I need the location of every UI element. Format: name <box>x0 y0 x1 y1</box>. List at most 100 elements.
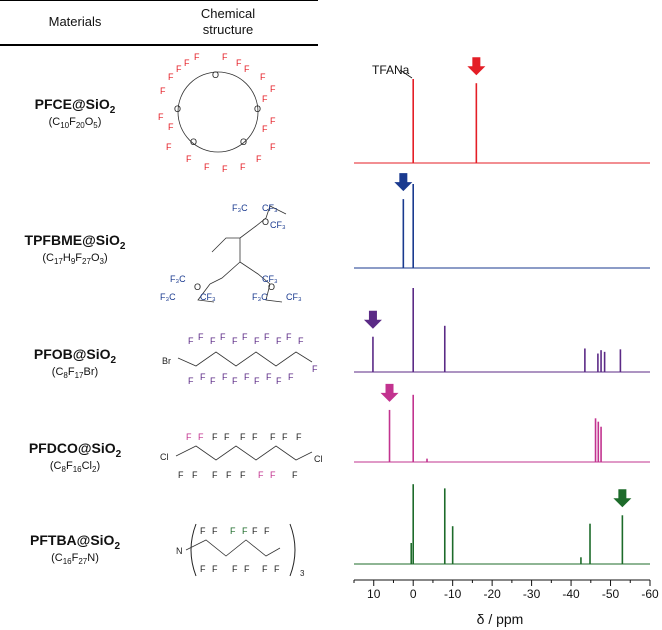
material-formula: (C17H9F27O3) <box>42 252 108 267</box>
svg-text:F: F <box>258 470 264 480</box>
svg-text:F₃C: F₃C <box>170 274 186 284</box>
svg-text:CF₃: CF₃ <box>200 292 216 302</box>
x-tick-label: -60 <box>641 587 659 601</box>
svg-text:F: F <box>296 432 302 442</box>
peak-arrow-icon <box>380 383 399 402</box>
svg-text:F: F <box>178 470 184 480</box>
svg-text:F: F <box>276 336 282 346</box>
pfce-ring <box>177 71 259 153</box>
svg-text:F: F <box>160 86 166 96</box>
svg-text:F: F <box>282 432 288 442</box>
svg-text:F: F <box>312 364 318 374</box>
svg-text:F: F <box>270 142 276 152</box>
svg-text:F: F <box>194 52 200 62</box>
svg-text:F: F <box>262 94 268 104</box>
x-axis-label: δ / ppm <box>477 611 524 627</box>
svg-text:F: F <box>230 526 236 536</box>
material-name: PFCE@SiO2 <box>34 96 116 116</box>
svg-text:O: O <box>212 70 219 80</box>
svg-text:F: F <box>192 470 198 480</box>
svg-text:Br: Br <box>162 356 171 366</box>
svg-text:F: F <box>240 162 246 172</box>
svg-text:F: F <box>262 564 268 574</box>
svg-text:Cl: Cl <box>160 452 169 462</box>
svg-text:F: F <box>222 164 228 174</box>
svg-text:F: F <box>186 432 192 442</box>
svg-text:F: F <box>252 432 258 442</box>
svg-text:F: F <box>262 124 268 134</box>
svg-text:F: F <box>200 526 206 536</box>
svg-text:3: 3 <box>300 569 305 578</box>
svg-text:F: F <box>298 336 304 346</box>
x-tick-label: 10 <box>367 587 381 601</box>
svg-text:F: F <box>198 332 204 342</box>
svg-text:F: F <box>166 142 172 152</box>
svg-text:F: F <box>188 376 194 386</box>
svg-text:O: O <box>240 137 247 147</box>
svg-text:F: F <box>270 432 276 442</box>
svg-text:F: F <box>222 372 228 382</box>
svg-text:F: F <box>222 52 228 62</box>
svg-text:F: F <box>158 112 164 122</box>
svg-text:F: F <box>200 564 206 574</box>
svg-text:F: F <box>204 162 210 172</box>
x-tick-label: 0 <box>410 587 417 601</box>
svg-text:F: F <box>200 372 206 382</box>
structure-header-line2: structure <box>202 22 254 37</box>
svg-text:F: F <box>232 564 238 574</box>
header-bottom-rule <box>0 44 318 46</box>
svg-text:F: F <box>256 154 262 164</box>
svg-text:F: F <box>270 470 276 480</box>
svg-text:F: F <box>184 58 190 68</box>
materials-header: Materials <box>48 14 102 29</box>
peak-arrow-icon <box>467 57 486 76</box>
svg-text:F: F <box>212 470 218 480</box>
svg-text:O: O <box>262 217 269 227</box>
svg-text:F: F <box>240 470 246 480</box>
svg-text:F₃C: F₃C <box>252 292 268 302</box>
svg-text:O: O <box>174 104 181 114</box>
material-name: PFOB@SiO2 <box>33 346 117 366</box>
svg-text:F: F <box>210 376 216 386</box>
peak-arrow-icon <box>394 173 413 192</box>
svg-text:CF₃: CF₃ <box>286 292 302 302</box>
svg-text:F: F <box>212 526 218 536</box>
svg-text:CF₃: CF₃ <box>270 220 286 230</box>
svg-text:F: F <box>274 564 280 574</box>
svg-text:F: F <box>270 116 276 126</box>
svg-text:F: F <box>266 372 272 382</box>
svg-text:F: F <box>286 332 292 342</box>
svg-text:F: F <box>176 64 182 74</box>
svg-text:F: F <box>242 332 248 342</box>
svg-text:F: F <box>226 470 232 480</box>
svg-text:F: F <box>186 154 192 164</box>
structure-header-line1: Chemical <box>200 6 256 21</box>
svg-text:F: F <box>212 432 218 442</box>
header-top-rule <box>0 0 318 1</box>
x-axis: 10 0 -10 -20 -30 -40 -50 -60 <box>353 579 659 601</box>
svg-text:F: F <box>244 64 250 74</box>
svg-text:Cl: Cl <box>314 454 323 464</box>
svg-text:F: F <box>168 122 174 132</box>
tpfbme-structure: O O O F₃C CF₃ CF₃ F₃C F₃C CF₃ CF₃ F₃C CF₃ <box>160 203 302 303</box>
structure-header: Chemical structure <box>168 6 288 38</box>
svg-text:F: F <box>236 58 242 68</box>
svg-text:F: F <box>198 432 204 442</box>
svg-text:F: F <box>188 336 194 346</box>
svg-text:F: F <box>288 372 294 382</box>
material-formula: (C8F16Cl2) <box>49 460 101 475</box>
svg-text:O: O <box>194 282 201 292</box>
svg-text:F₃C: F₃C <box>232 203 248 213</box>
svg-text:F: F <box>260 72 266 82</box>
svg-text:F: F <box>276 376 282 386</box>
svg-text:O: O <box>254 104 261 114</box>
svg-text:F: F <box>254 336 260 346</box>
tfana-leader <box>399 69 413 79</box>
x-tick-label: -40 <box>562 587 580 601</box>
svg-text:F: F <box>168 72 174 82</box>
svg-text:CF₃: CF₃ <box>262 274 278 284</box>
